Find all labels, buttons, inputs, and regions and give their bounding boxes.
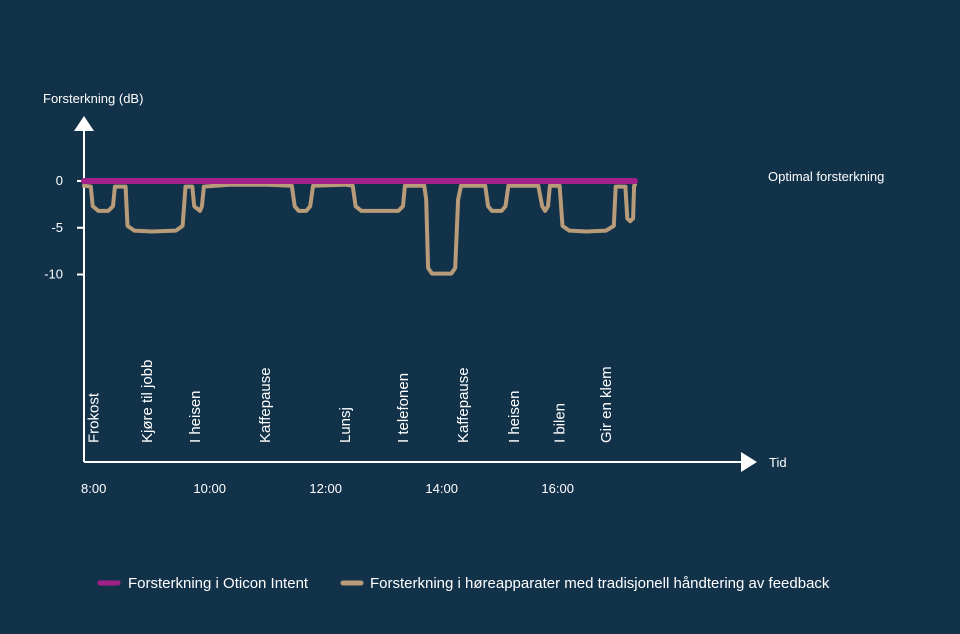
legend-label-traditional: Forsterkning i høreapparater med tradisj… [370,575,830,592]
optimal-gain-annotation: Optimal forsterkning [768,169,884,184]
y-tick-label-0: 0 [56,173,63,188]
x-axis-arrow-icon [741,452,757,472]
event-label-4: Lunsj [337,407,354,443]
event-label-9: Gir en klem [598,366,615,443]
y-tick-label-2: -10 [44,267,63,282]
x-tick-label-1: 10:00 [193,481,226,496]
y-ticks: 0 -5 -10 [44,173,84,282]
x-tick-label-2: 12:00 [309,481,342,496]
event-labels: Frokost Kjøre til jobb I heisen Kaffepause L… [86,360,615,443]
event-label-5: I telefonen [395,373,412,443]
legend: Forsterkning i Oticon Intent Forsterknin… [97,575,830,592]
event-label-3: Kaffepause [257,367,274,443]
event-label-8: I bilen [552,403,569,443]
event-label-1: Kjøre til jobb [139,360,156,443]
legend-label-oticon-intent: Forsterkning i Oticon Intent [128,575,309,592]
y-tick-label-1: -5 [51,220,63,235]
series-lines [81,178,638,276]
event-label-2: I heisen [187,390,204,443]
x-tick-label-4: 16:00 [541,481,574,496]
x-ticks: 8:00 10:00 12:00 14:00 16:00 [81,481,574,496]
event-label-0: Frokost [86,392,103,443]
event-label-6: Kaffepause [455,367,472,443]
y-axis-label: Forsterkning (dB) [43,91,143,106]
x-tick-label-3: 14:00 [425,481,458,496]
series-line-1 [82,182,637,276]
x-axis-label: Tid [769,455,787,470]
y-axis-arrow-icon [74,116,94,131]
event-label-7: I heisen [506,390,523,443]
x-tick-label-0: 8:00 [81,481,106,496]
